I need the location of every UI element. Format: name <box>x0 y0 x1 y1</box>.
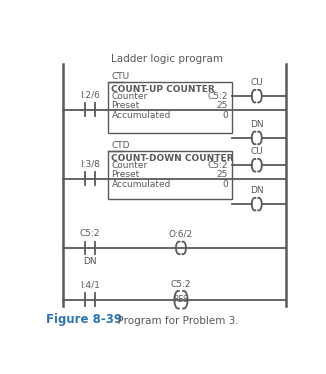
Bar <box>108 82 231 133</box>
Text: DN: DN <box>250 120 264 129</box>
Bar <box>108 151 231 199</box>
Text: COUNT-DOWN COUNTER: COUNT-DOWN COUNTER <box>111 154 234 163</box>
Text: CU: CU <box>250 147 263 156</box>
Text: I:2/6: I:2/6 <box>80 91 100 100</box>
Text: CTD: CTD <box>111 141 130 150</box>
Text: I:3/8: I:3/8 <box>80 160 100 169</box>
Text: 0: 0 <box>222 180 228 189</box>
Text: C5:2: C5:2 <box>80 229 100 238</box>
Text: C5:2: C5:2 <box>171 280 191 289</box>
Text: CTU: CTU <box>111 72 130 81</box>
Text: 25: 25 <box>216 101 228 110</box>
Text: RES: RES <box>173 295 188 304</box>
Text: C5:2: C5:2 <box>207 92 228 101</box>
Text: 0: 0 <box>222 111 228 120</box>
Text: Program for Problem 3.: Program for Problem 3. <box>111 316 239 326</box>
Text: Figure 8-39: Figure 8-39 <box>46 313 122 326</box>
Text: O:6/2: O:6/2 <box>169 230 193 239</box>
Text: 25: 25 <box>216 170 228 179</box>
Text: DN: DN <box>250 186 264 195</box>
Text: Accumulated: Accumulated <box>111 180 171 189</box>
Text: C5:2: C5:2 <box>207 161 228 170</box>
Text: Counter: Counter <box>111 92 148 101</box>
Text: Preset: Preset <box>111 101 140 110</box>
Text: Ladder logic program: Ladder logic program <box>111 54 223 64</box>
Text: Preset: Preset <box>111 170 140 179</box>
Text: I:4/1: I:4/1 <box>80 281 100 290</box>
Text: Counter: Counter <box>111 161 148 170</box>
Text: Accumulated: Accumulated <box>111 111 171 120</box>
Text: COUNT-UP COUNTER: COUNT-UP COUNTER <box>111 85 215 94</box>
Text: CU: CU <box>250 78 263 87</box>
Text: DN: DN <box>83 257 97 266</box>
